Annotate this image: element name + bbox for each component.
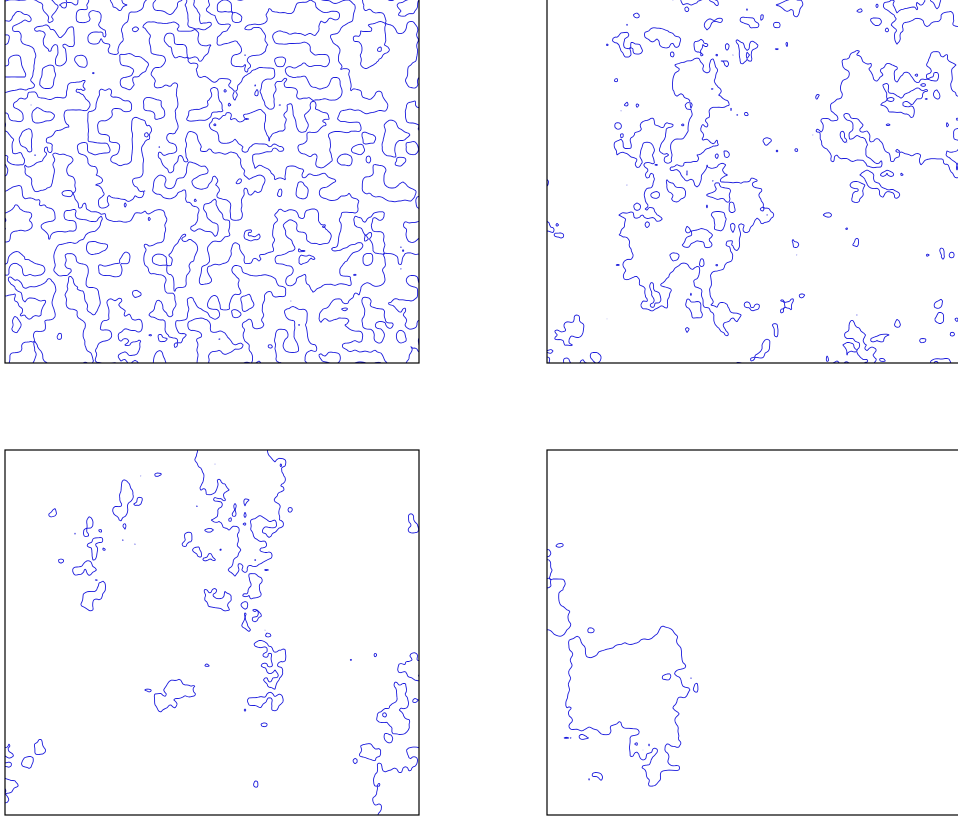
contour-lines bbox=[5, 0, 419, 363]
panel-frame bbox=[4, 449, 420, 816]
contour-lines bbox=[547, 0, 958, 363]
contour-panel bbox=[5, 450, 419, 815]
contour-panel bbox=[547, 542, 699, 787]
contour-panel bbox=[547, 0, 958, 363]
panel-frame bbox=[546, 0, 958, 364]
contour-lines bbox=[547, 542, 699, 787]
panel-frame bbox=[4, 0, 420, 364]
contour-lines bbox=[5, 450, 419, 815]
panel-frame bbox=[546, 449, 958, 816]
contour-panel bbox=[5, 0, 419, 363]
